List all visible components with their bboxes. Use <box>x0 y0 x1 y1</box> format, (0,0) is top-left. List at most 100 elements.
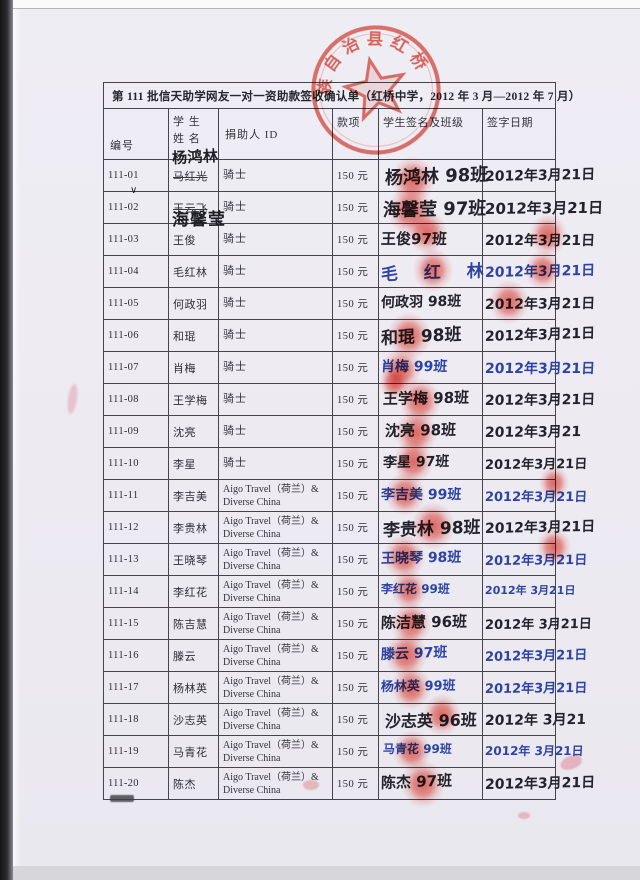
printed-name: 和琨 <box>173 330 196 343</box>
header-sign-date: 签字日期 <box>481 108 557 160</box>
handwritten-date: 2012年3月21日 <box>484 198 604 219</box>
cell-donor-id: Aigo Travel（荷兰）& Diverse China <box>218 639 333 672</box>
handwritten-date: 2012年 3月21日 <box>484 584 576 597</box>
handwritten-signature: 马青花 99班 <box>382 742 453 756</box>
handwritten-signature: 李吉美 99班 <box>380 487 462 503</box>
printed-name: 王学梅 <box>173 394 208 407</box>
cell-student-name: 毛红林 <box>168 255 219 288</box>
handwritten-date: 2012年3月21日 <box>484 233 596 249</box>
header-student-name: 学 生 姓 名 <box>168 108 219 160</box>
cell-serial-number: 111-03 <box>103 223 169 256</box>
printed-name: 王俊 <box>173 234 196 247</box>
cell-donor-id: 骑士 <box>218 415 333 448</box>
scan-edge-bottom <box>13 866 640 880</box>
cell-serial-number: 111-13 <box>103 543 169 576</box>
printed-name: 李贵林 <box>173 522 208 535</box>
cell-serial-number: 111-11 <box>103 479 169 512</box>
document-title: 第 111 批信天助学网友一对一资助款签收确认单（红桥中学，2012 年 3 月… <box>102 82 580 109</box>
cell-student-name: 陈杰 <box>168 767 219 800</box>
scan-edge-left <box>0 0 13 880</box>
table-body: 111-01 ∨ 马红光 杨鸿林 骑士 150 元杨鸿林 98班 2012年3月21日 111… <box>103 147 603 808</box>
handwritten-signature: 陈杰 97班 <box>380 771 453 793</box>
handwritten-signature: 陈洁慧 96班 <box>380 612 468 633</box>
cell-signature: 王学梅 98班 <box>378 378 483 424</box>
cell-donor-id: 骑士 <box>218 351 333 384</box>
table-row: 111-17 杨林英 Aigo Travel（荷兰）& Diverse China 1… <box>103 666 588 710</box>
handwritten-correction: 海馨莹 <box>171 209 227 231</box>
cell-signature: 和琨 98班 <box>378 312 483 360</box>
cell-signature: 陈洁慧 96班 <box>378 602 483 646</box>
cell-donor-id: 骑士 <box>218 383 333 416</box>
cell-donor-id: Aigo Travel（荷兰）& Diverse China <box>218 575 333 608</box>
handwritten-date: 2012年3月21日 <box>484 490 588 505</box>
table-row: 111-11 李吉美 Aigo Travel（荷兰）& Diverse China 1… <box>103 466 588 516</box>
cell-amount: 150 元 <box>332 447 379 480</box>
printed-name: 杨林英 <box>173 682 208 695</box>
handwritten-signature: 滕云 97班 <box>380 644 448 664</box>
cell-signature: 滕云 97班 <box>378 632 483 678</box>
official-red-seal: 族自治县红桥 <box>303 17 441 155</box>
handwritten-date: 2012年3月21日 <box>484 391 596 410</box>
cell-serial-number: 111-09 <box>103 415 169 448</box>
cell-signature: 何政羽 98班 <box>378 280 529 324</box>
cell-serial-number: 111-07 <box>103 351 169 384</box>
handwritten-date: 2012年 3月21日 <box>484 616 593 634</box>
cell-serial-number: 111-15 <box>103 607 169 640</box>
handwritten-signature: 毛 红 林 <box>380 261 494 286</box>
cell-amount: 150 元 <box>332 671 379 704</box>
cell-student-name: 李星 <box>168 447 219 480</box>
cell-student-name: 马青花 <box>168 735 219 768</box>
cell-signature: 李红花 99班 <box>378 570 483 610</box>
printed-name: 马红光 <box>173 170 208 183</box>
cell-sign-date: 2012年 3月21日 <box>481 607 592 640</box>
cell-amount: 150 元 <box>332 319 379 352</box>
cell-donor-id: 骑士 <box>218 191 333 224</box>
printed-name: 沈亮 <box>173 426 196 439</box>
cell-donor-id: Aigo Travel（荷兰）& Diverse China <box>218 511 333 544</box>
handwritten-date: 2012年 3月21 <box>484 711 587 730</box>
handwritten-date: 2012年3月21日 <box>484 325 596 346</box>
printed-name: 沙志英 <box>173 714 208 727</box>
cell-sign-date: 2012年 3月21 <box>481 703 586 736</box>
cell-sign-date: 2012年3月21日 <box>481 191 603 224</box>
cell-signature: 陈杰 97班 <box>378 760 483 808</box>
cell-serial-number: 111-19 <box>103 735 169 768</box>
cell-donor-id: Aigo Travel（荷兰）& Diverse China <box>218 735 333 768</box>
cell-sign-date: 2012年3月21日 <box>481 511 595 544</box>
cell-amount: 150 元 <box>332 383 379 416</box>
handwritten-date: 2012年3月21日 <box>484 518 596 538</box>
cell-amount: 150 元 <box>332 223 379 256</box>
cell-sign-date: 2012年3月21日 <box>481 319 595 352</box>
handwritten-signature: 沈亮 98班 <box>384 420 457 441</box>
printed-name: 毛红林 <box>173 266 208 279</box>
table-row: 111-02 王云飞 海馨莹 骑士 150 元海馨莹 97班 2012年3月21日 <box>103 186 603 236</box>
printed-name: 李星 <box>173 458 196 471</box>
handwritten-date: 2012年3月21日 <box>484 774 596 794</box>
table-row: 111-08 王学梅 骑士 150 元王学梅 98班 2012年3月21日 <box>103 378 595 424</box>
cell-amount: 150 元 <box>332 639 379 672</box>
cell-amount: 150 元 <box>332 351 379 384</box>
cell-student-name: 何政羽 <box>168 287 219 320</box>
cell-signature: 毛 红 林 <box>378 248 561 292</box>
cell-amount: 150 元 <box>332 607 379 640</box>
cell-donor-id: 骑士 <box>218 159 333 192</box>
cell-amount: 150 元 <box>332 767 379 800</box>
handwritten-signature: 李星 97班 <box>382 453 450 472</box>
cell-student-name: 沙志英 <box>168 703 219 736</box>
cell-sign-date: 2012年3月21日 <box>481 479 588 512</box>
cell-donor-id: 骑士 <box>218 223 333 256</box>
table-row: 111-18 沙志英 Aigo Travel（荷兰）& Diverse China 1… <box>103 694 586 736</box>
handwritten-signature: 沙志英 96班 <box>384 710 478 732</box>
table-row: 111-16 滕云 Aigo Travel（荷兰）& Diverse China 15… <box>103 632 587 678</box>
cell-amount: 150 元 <box>332 511 379 544</box>
printed-name: 陈杰 <box>173 778 196 791</box>
cell-sign-date: 2012年 3月21日 <box>481 735 584 768</box>
cell-sign-date: 2012年3月21日 <box>481 639 587 672</box>
cell-amount: 150 元 <box>332 415 379 448</box>
handwritten-signature: 王俊97班 <box>380 230 448 248</box>
handwritten-date: 2012年3月21 <box>484 423 582 442</box>
cell-signature: 李吉美 99班 <box>378 466 569 516</box>
cell-student-name: 沈亮 <box>168 415 219 448</box>
cell-sign-date: 2012年3月21日 <box>481 351 596 384</box>
